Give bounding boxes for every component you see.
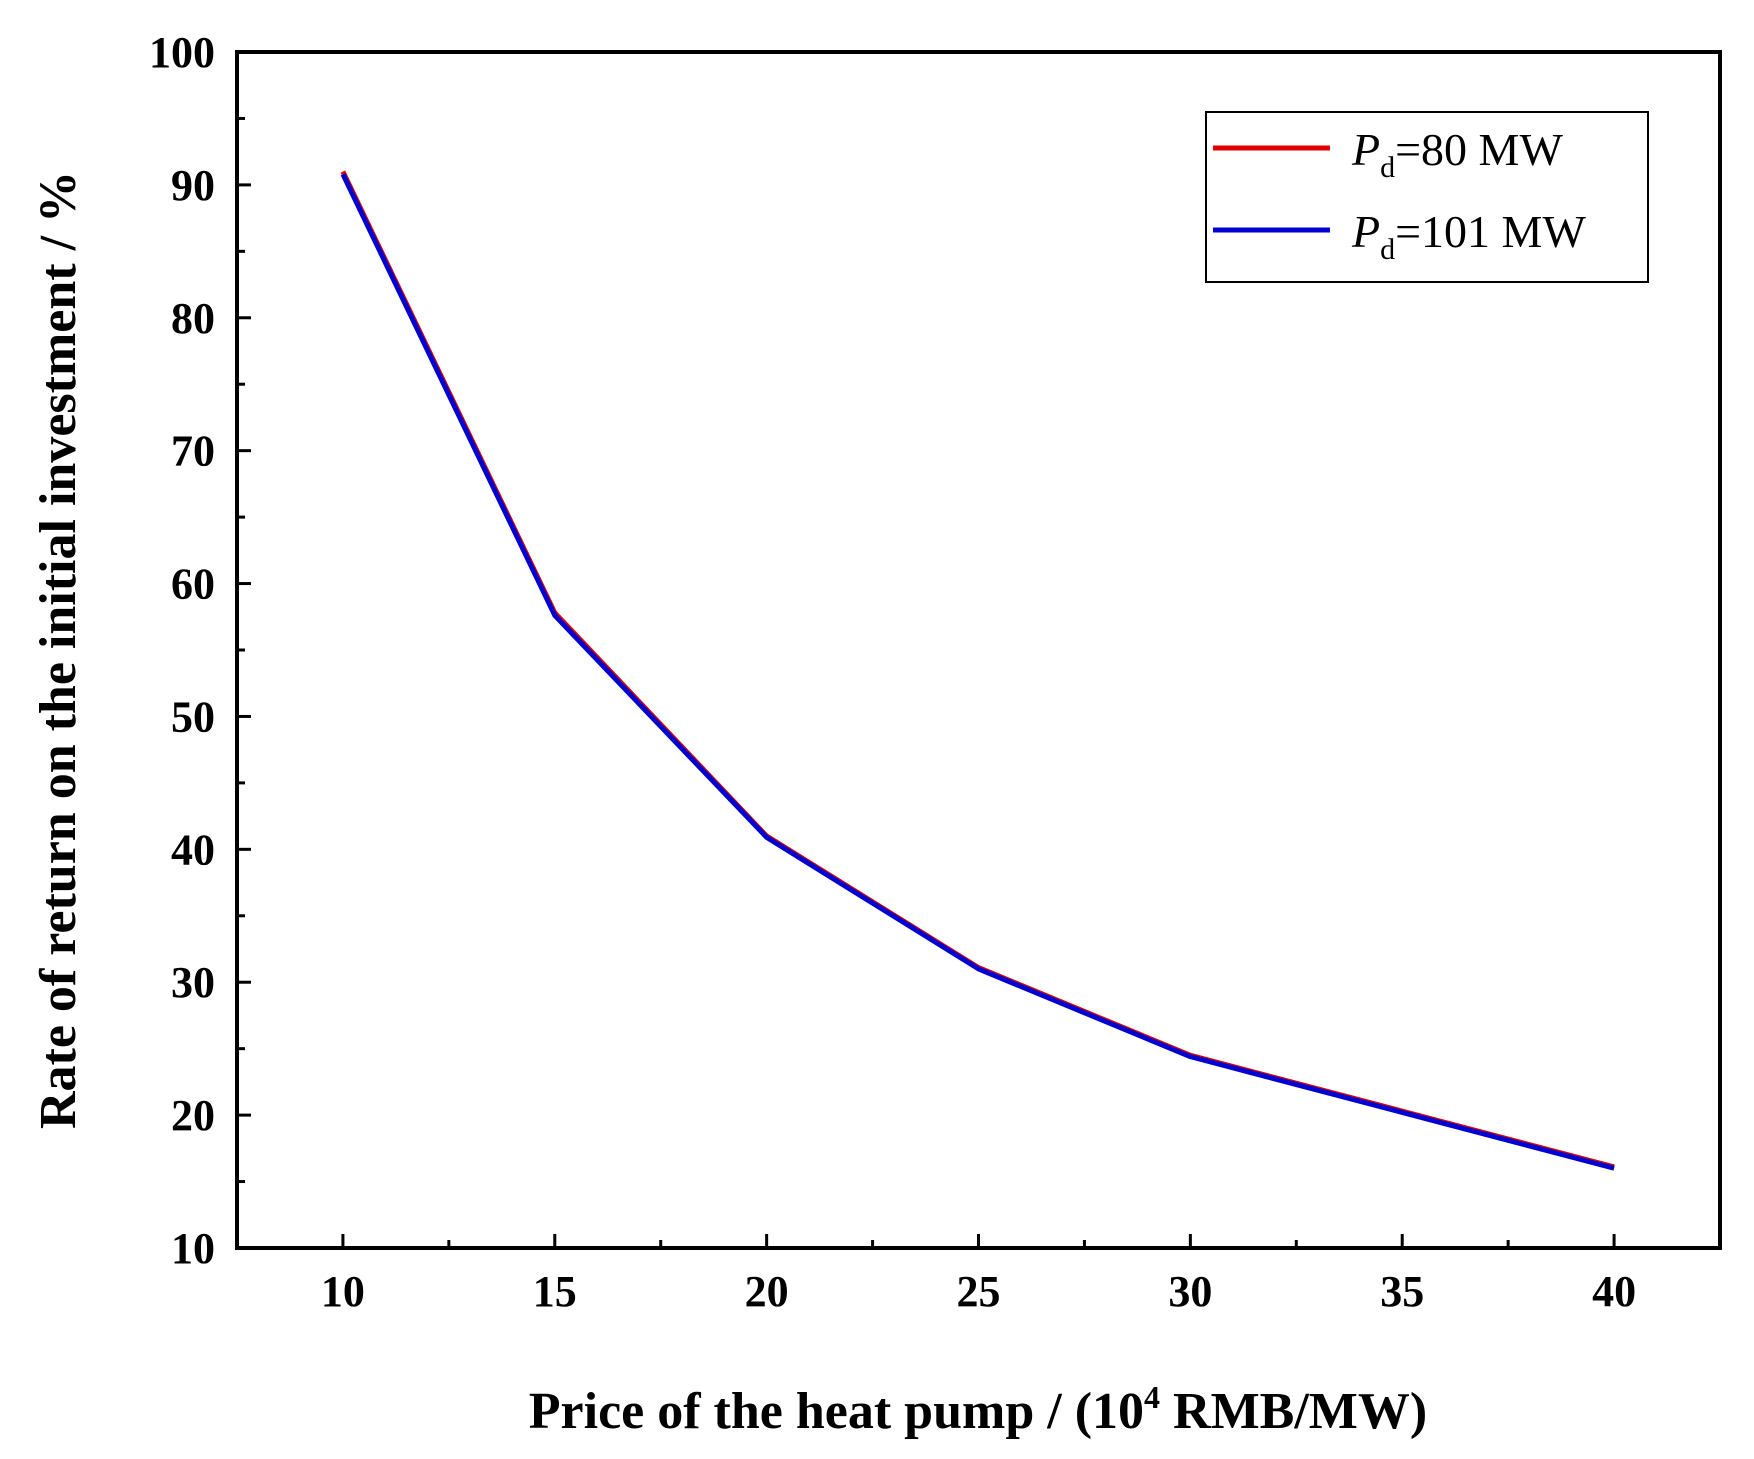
y-tick-label: 60 bbox=[171, 560, 215, 609]
x-tick-label: 30 bbox=[1168, 1267, 1212, 1316]
x-tick-label: 25 bbox=[957, 1267, 1001, 1316]
x-tick-label: 40 bbox=[1592, 1267, 1636, 1316]
legend: Pd=80 MW Pd=101 MW bbox=[1205, 111, 1649, 283]
series-line-2 bbox=[340, 173, 1615, 1171]
axis-ticks bbox=[237, 50, 1616, 1250]
legend-label-series-2: Pd=101 MW bbox=[1351, 206, 1586, 266]
legend-box bbox=[1205, 111, 1649, 283]
y-tick-label: 80 bbox=[171, 294, 215, 343]
y-tick-label: 30 bbox=[171, 958, 215, 1007]
y-tick-labels: 10 20 30 40 50 60 70 80 90 100 bbox=[149, 28, 215, 1273]
y-tick-label: 40 bbox=[171, 825, 215, 874]
x-axis-title: Price of the heat pump / (104 RMB/MW) bbox=[529, 1379, 1427, 1440]
x-tick-label: 20 bbox=[745, 1267, 789, 1316]
series-lines bbox=[340, 170, 1615, 1171]
series-line-1 bbox=[340, 170, 1615, 1170]
x-tick-label: 10 bbox=[321, 1267, 365, 1316]
y-tick-label: 50 bbox=[171, 692, 215, 741]
y-tick-label: 100 bbox=[149, 28, 215, 77]
y-tick-label: 20 bbox=[171, 1091, 215, 1140]
y-tick-label: 90 bbox=[171, 161, 215, 210]
legend-label-series-1: Pd=80 MW bbox=[1351, 124, 1563, 184]
x-tick-label: 35 bbox=[1380, 1267, 1424, 1316]
x-tick-labels: 10 15 20 25 30 35 40 bbox=[321, 1267, 1636, 1316]
x-tick-label: 15 bbox=[533, 1267, 577, 1316]
y-axis-title: Rate of return on the initial investment… bbox=[30, 171, 87, 1129]
y-tick-label: 10 bbox=[171, 1224, 215, 1273]
y-tick-label: 70 bbox=[171, 427, 215, 476]
